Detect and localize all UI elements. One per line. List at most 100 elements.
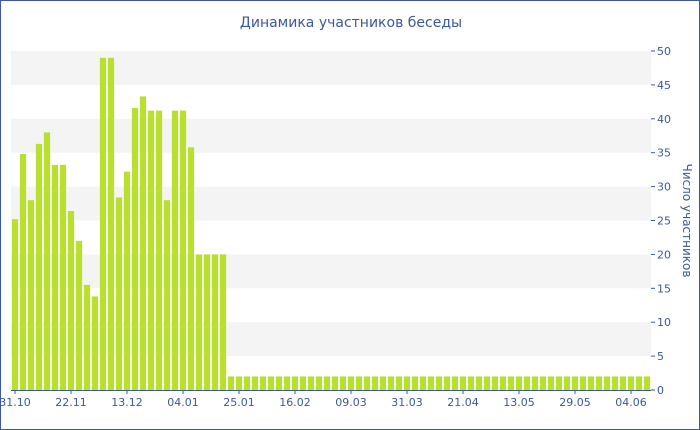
- bar: [635, 376, 643, 390]
- grid-band: [11, 186, 651, 221]
- bar: [99, 57, 107, 390]
- bar: [643, 376, 651, 390]
- bar: [43, 132, 51, 391]
- bar: [299, 376, 307, 390]
- bar: [291, 376, 299, 390]
- bar: [115, 197, 123, 390]
- bar: [563, 376, 571, 390]
- bar: [579, 376, 587, 390]
- bar: [259, 376, 267, 390]
- bar: [171, 110, 179, 390]
- y-axis-ticks: 0 5 10 15 20 25 30 35 40 45 50: [651, 45, 671, 397]
- y-tick-label: 45: [657, 79, 671, 92]
- y-tick-label: 30: [657, 181, 671, 194]
- bar: [547, 376, 555, 390]
- x-tick-label: 16.02: [279, 396, 311, 409]
- y-tick-label: 5: [657, 350, 664, 363]
- y-tick-label: 25: [657, 215, 671, 228]
- x-tick-label: 04.06: [615, 396, 647, 409]
- y-tick-label: 15: [657, 282, 671, 295]
- x-tick-label: 31.10: [1, 396, 31, 409]
- y-tick-label: 50: [657, 45, 671, 58]
- bar: [363, 376, 371, 390]
- x-tick-label: 22.11: [55, 396, 87, 409]
- bar: [379, 376, 387, 390]
- y-axis-label: Число участников: [680, 164, 694, 278]
- bar: [411, 376, 419, 390]
- x-tick-label: 21.04: [447, 396, 479, 409]
- bar: [475, 376, 483, 390]
- bar: [395, 376, 403, 390]
- bar: [419, 376, 427, 390]
- y-tick-label: 35: [657, 147, 671, 160]
- bar: [19, 154, 27, 390]
- bar: [195, 254, 203, 390]
- bar: [499, 376, 507, 390]
- bar: [131, 107, 139, 391]
- bar: [611, 376, 619, 390]
- x-tick-label: 29.05: [559, 396, 591, 409]
- bar: [555, 376, 563, 390]
- bar: [11, 219, 19, 390]
- grid-bands: [11, 51, 651, 357]
- bar: [491, 376, 499, 390]
- bar: [203, 254, 211, 390]
- x-tick-label: 25.01: [223, 396, 255, 409]
- x-tick-label: 09.03: [335, 396, 367, 409]
- bar: [107, 57, 115, 390]
- bar: [83, 284, 91, 390]
- bar: [283, 376, 291, 390]
- x-tick-label: 04.01: [167, 396, 199, 409]
- grid-band: [11, 254, 651, 289]
- bar: [243, 376, 251, 390]
- bar: [467, 376, 475, 390]
- bar: [435, 376, 443, 390]
- x-tick-label: 31.03: [391, 396, 423, 409]
- bar: [331, 376, 339, 390]
- bar: [123, 171, 131, 390]
- x-tick-label: 13.12: [111, 396, 143, 409]
- bar: [315, 376, 323, 390]
- grid-band: [11, 118, 651, 153]
- bar: [539, 376, 547, 390]
- bar: [251, 376, 259, 390]
- x-tick-label: 13.05: [503, 396, 535, 409]
- bar: [587, 376, 595, 390]
- bar: [347, 376, 355, 390]
- bar: [451, 376, 459, 390]
- x-axis-ticks: 31.10 22.11 13.12 04.01 25.01 16.02 09.03 31.03…: [1, 390, 647, 409]
- bar: [27, 200, 35, 390]
- bar: [571, 376, 579, 390]
- bar: [403, 376, 411, 390]
- bar: [307, 376, 315, 390]
- bar: [515, 376, 523, 390]
- chart-title: Динамика участников беседы: [239, 15, 463, 31]
- bar: [427, 376, 435, 390]
- bar: [75, 240, 83, 390]
- bar: [211, 254, 219, 390]
- bar: [179, 110, 187, 390]
- bar: [483, 376, 491, 390]
- bar: [91, 296, 99, 390]
- bar: [387, 376, 395, 390]
- bar: [35, 143, 43, 390]
- bar: [371, 376, 379, 390]
- bar: [443, 376, 451, 390]
- y-tick-label: 0: [657, 384, 664, 397]
- bar: [155, 110, 163, 390]
- grid-band: [11, 322, 651, 357]
- bar: [51, 164, 59, 390]
- bar: [523, 376, 531, 390]
- bar: [59, 164, 67, 390]
- y-tick-label: 40: [657, 113, 671, 126]
- bar: [619, 376, 627, 390]
- bar: [459, 376, 467, 390]
- grid-band: [11, 51, 651, 85]
- bar: [275, 376, 283, 390]
- bar: [67, 211, 75, 390]
- bar: [355, 376, 363, 390]
- bar-series: [11, 57, 651, 391]
- bar: [323, 376, 331, 390]
